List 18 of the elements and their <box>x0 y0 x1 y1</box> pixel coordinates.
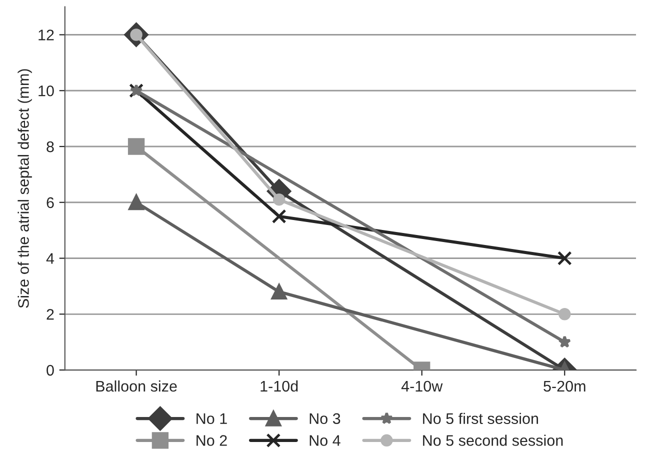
y-tick-label: 6 <box>46 197 54 208</box>
y-tick-label: 10 <box>38 85 54 96</box>
y-tick-label: 4 <box>46 253 54 264</box>
legend-label: No 1 <box>196 413 227 424</box>
x-tick-label: 4-10w <box>401 380 443 392</box>
y-tick-label: 2 <box>46 309 54 320</box>
legend-label: No 2 <box>196 435 227 446</box>
y-axis-title: Size of the atrial septal defect (mm) <box>18 69 32 308</box>
x-tick-label: Balloon size <box>96 380 177 392</box>
y-tick-label: 8 <box>46 141 54 152</box>
y-tick-label: 12 <box>38 30 54 40</box>
x-tick-label: 5-20m <box>544 380 586 392</box>
x-tick-label: 1-10d <box>260 380 298 392</box>
legend-label: No 5 first session <box>423 412 538 424</box>
legend-label: No 4 <box>310 435 340 446</box>
y-tick-label: 0 <box>46 364 54 376</box>
legend-label: No 3 <box>310 413 340 424</box>
legend-label: No 5 second session <box>423 434 563 446</box>
